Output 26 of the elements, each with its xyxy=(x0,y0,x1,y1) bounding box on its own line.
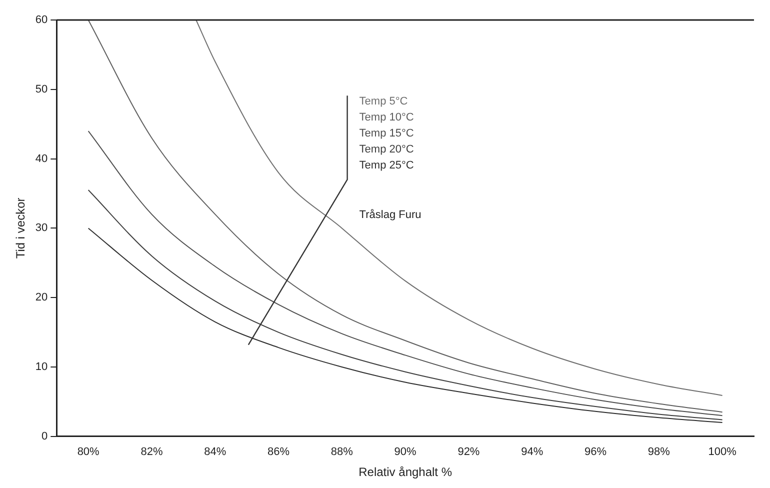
annotation: Tråslag Furu xyxy=(359,208,422,221)
x-tick-label: 86% xyxy=(268,446,290,458)
x-tick-label: 82% xyxy=(140,446,163,458)
x-tick-label: 94% xyxy=(521,446,544,458)
x-tick-label: 80% xyxy=(77,446,100,458)
text: Temp 5°C xyxy=(359,96,408,108)
x-tick-label: 100% xyxy=(708,446,737,458)
x-tick-label: 98% xyxy=(648,446,670,458)
y-tick-label: 50 xyxy=(35,83,48,96)
x-axis-title: Relativ ånghalt % xyxy=(358,465,452,480)
y-tick-label: 10 xyxy=(35,361,48,374)
text: Temp 25°C xyxy=(359,160,414,172)
text: Temp 15°C xyxy=(359,128,414,140)
text: Temp 10°C xyxy=(359,112,414,124)
x-tick-label: 90% xyxy=(394,446,417,458)
x-tick-label: 84% xyxy=(204,446,226,458)
y-tick-label: 30 xyxy=(35,222,48,234)
y-tick-label: 20 xyxy=(35,292,48,304)
y-tick-label: 0 xyxy=(42,430,48,442)
x-tick-label: 96% xyxy=(584,446,607,458)
y-tick-label: 40 xyxy=(35,152,48,165)
text: Temp 20°C xyxy=(359,144,414,156)
x-tick-label: 92% xyxy=(458,446,480,458)
x-tick-label: 88% xyxy=(330,446,354,458)
y-tick-label: 60 xyxy=(35,14,48,26)
y-axis-title: Tid i veckor xyxy=(14,198,28,259)
